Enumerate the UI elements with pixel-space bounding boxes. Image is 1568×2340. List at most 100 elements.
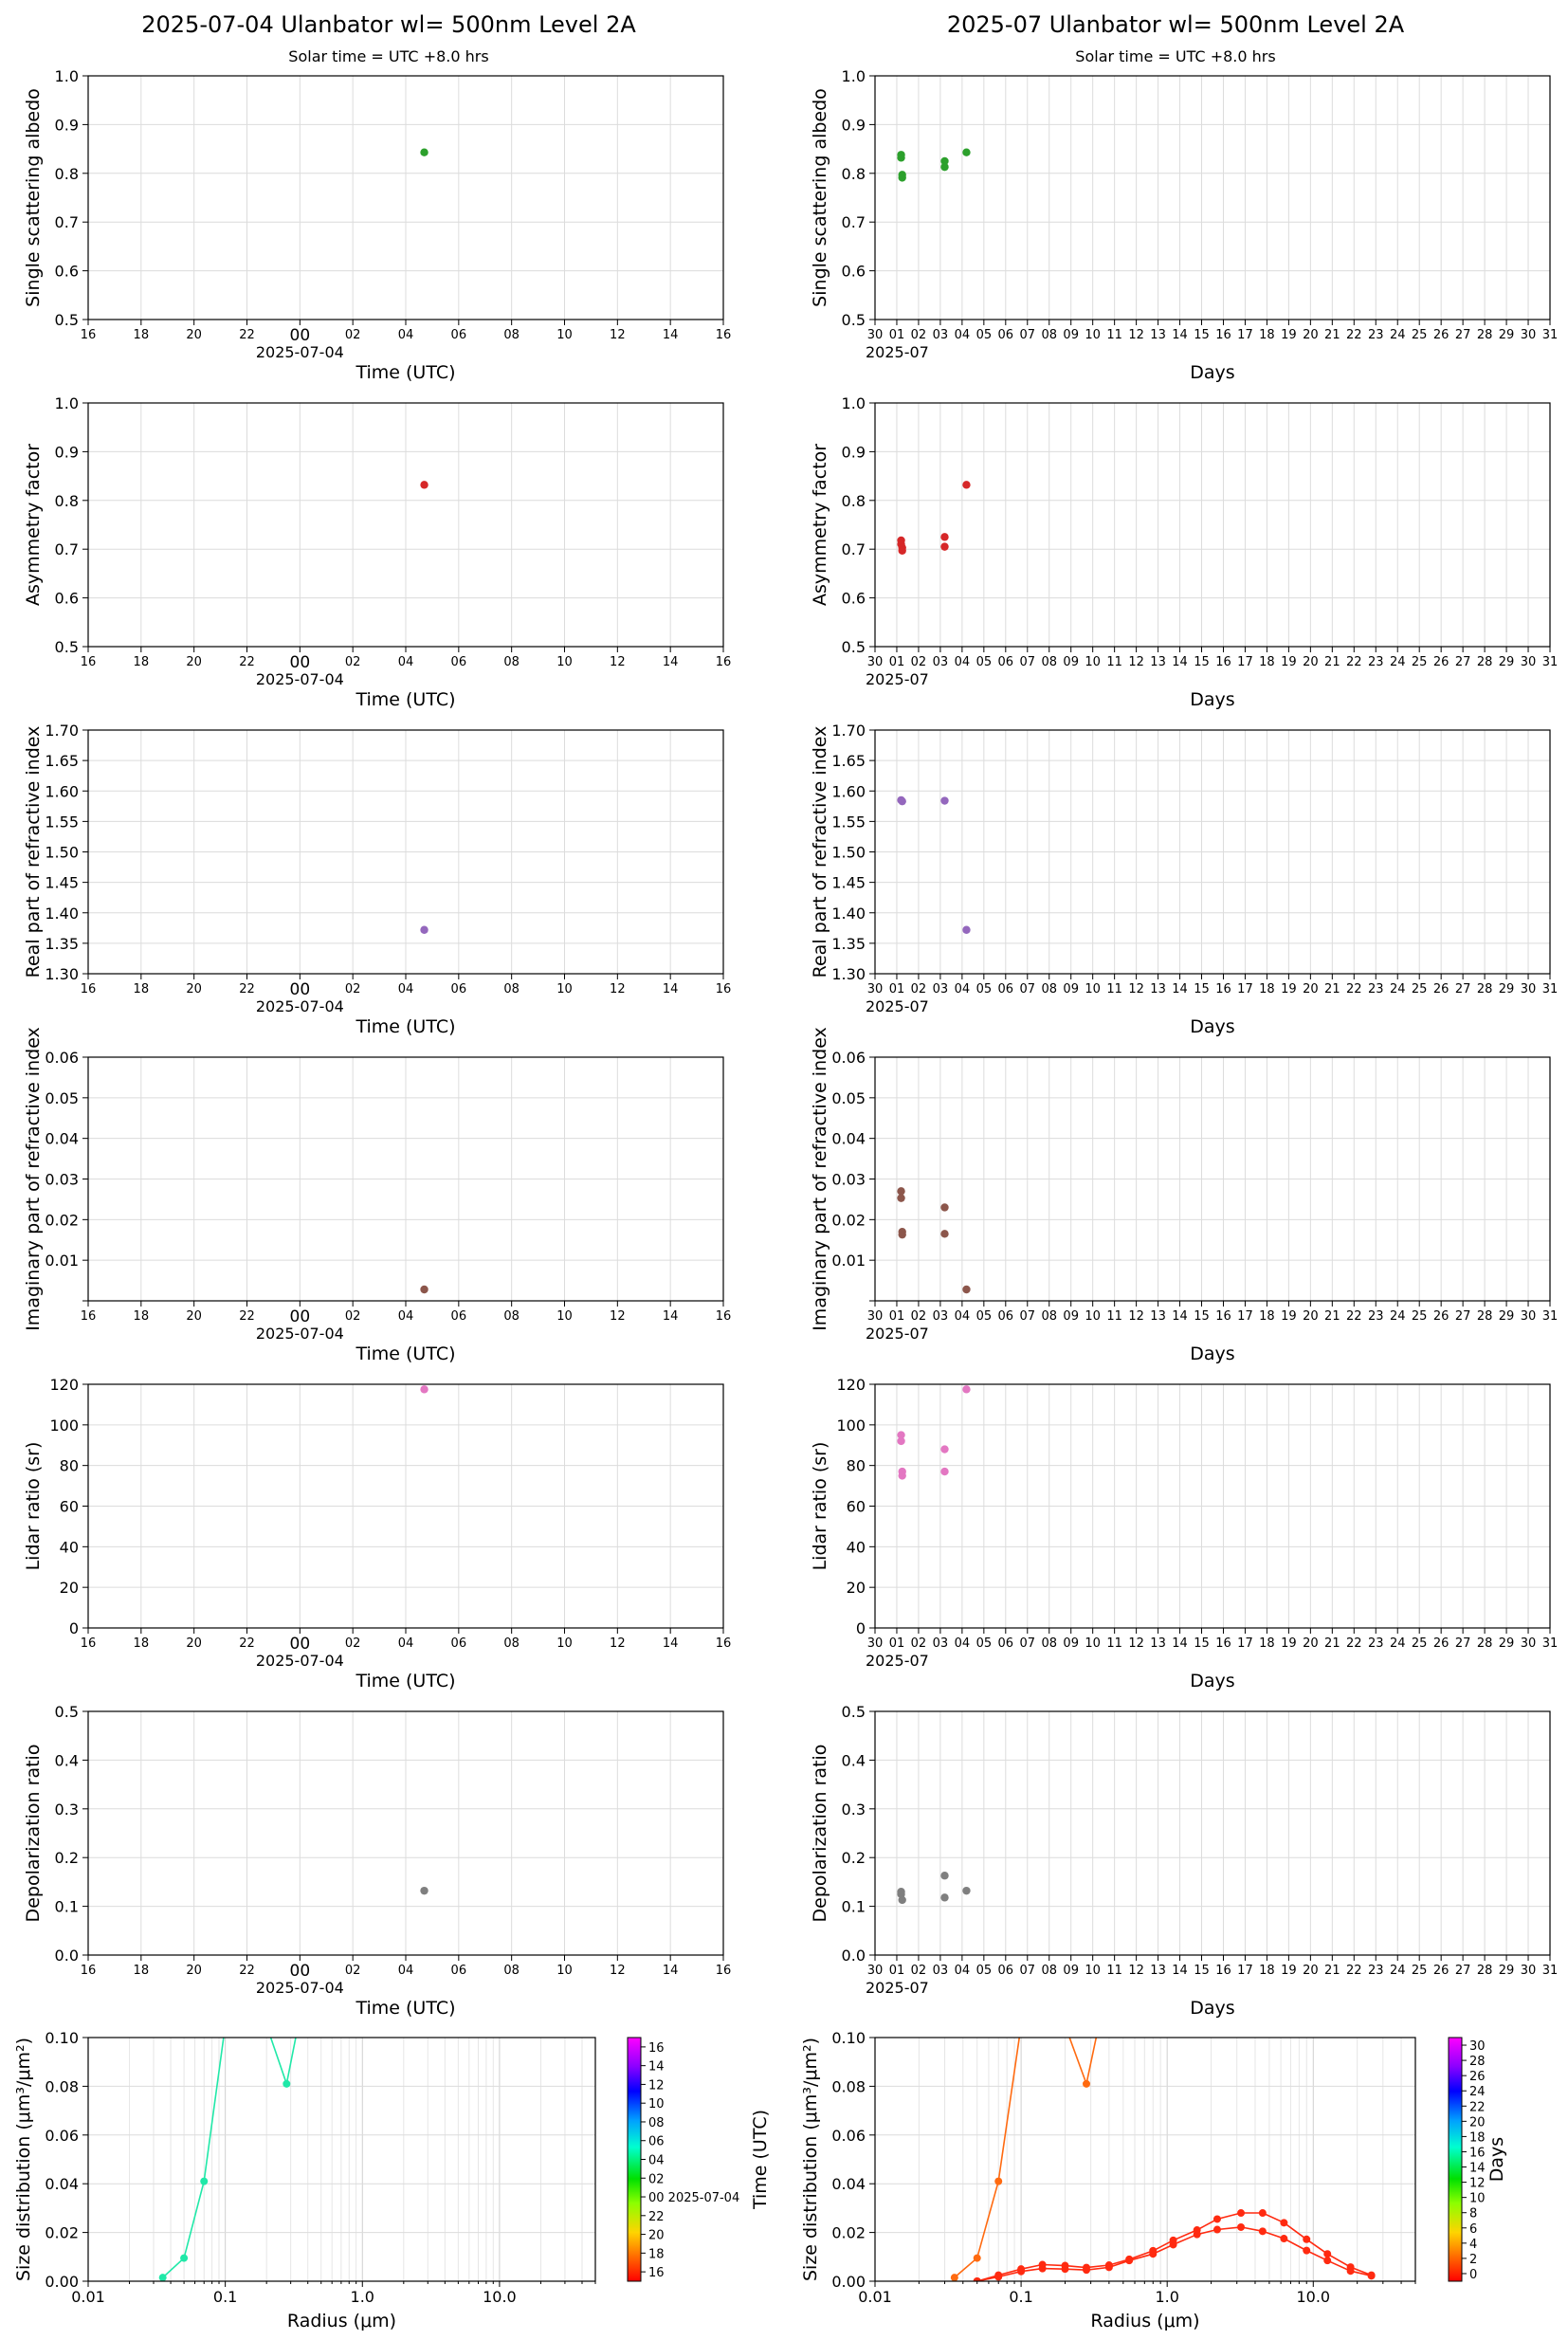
x-tick-label: 15 (1194, 1636, 1210, 1651)
x-tick-label: 16 (716, 328, 732, 342)
data-point (1367, 2272, 1376, 2280)
x-tick-label: 04 (955, 1636, 971, 1651)
y-tick-label: 1.70 (45, 722, 79, 740)
x-tick-label: 09 (1063, 655, 1079, 669)
x-tick-label: 08 (1041, 328, 1057, 342)
data-point (897, 1187, 905, 1196)
colorbar-tick-label: 2 (1469, 2253, 1477, 2267)
data-point (940, 796, 949, 805)
asym-day-panel: 16 18 20 22 00 02 04 06 08 10 12 14 160.50.60.70.80.… (23, 394, 731, 710)
x-tick-label: 16 (1215, 1636, 1231, 1651)
y-tick-label: 100 (49, 1417, 79, 1435)
x-tick-label: 25 (1412, 1309, 1428, 1324)
x-tick-label: 20 (1303, 328, 1319, 342)
y-axis-label: Asymmetry factor (23, 444, 44, 606)
x-tick-label: 08 (503, 655, 520, 669)
plot-frame (874, 75, 1551, 320)
x-tick-label: 15 (1194, 1309, 1210, 1324)
x-tick-label: 31 (1542, 655, 1559, 669)
y-axis-label: Depolarization ratio (810, 1745, 830, 1923)
x-tick-label: 14 (1172, 328, 1188, 342)
x-tick-label: 08 (503, 982, 520, 996)
x-tick-label: 06 (998, 328, 1014, 342)
y-tick-label: 20 (60, 1579, 79, 1597)
data-point (940, 1445, 949, 1453)
x-tick-label: 07 (1020, 328, 1036, 342)
x-tick-label: 12 (1128, 328, 1144, 342)
colorbar-tick-label: 12 (1469, 2177, 1486, 2191)
x-tick-label: 00 (290, 1635, 311, 1654)
x-tick-label: 15 (1194, 328, 1210, 342)
x-tick-label: 12 (610, 1636, 626, 1651)
data-point (973, 2254, 981, 2262)
x-tick-label: 0.01 (71, 2288, 105, 2306)
plot-frame (87, 1383, 724, 1629)
data-point (962, 1385, 971, 1394)
x-tick-label: 02 (911, 982, 927, 996)
x-tick-label: 21 (1324, 982, 1340, 996)
x-tick-label: 09 (1063, 982, 1079, 996)
data-point (1258, 2227, 1267, 2236)
x-tick-label: 12 (610, 1964, 626, 1978)
y-tick-label: 0.7 (842, 540, 866, 558)
y-tick-label: 0.05 (45, 1089, 79, 1107)
x-tick-label: 07 (1020, 655, 1036, 669)
y-tick-label: 0.4 (55, 1751, 79, 1769)
data-point (940, 162, 949, 172)
x-tick-label: 11 (1106, 1636, 1122, 1651)
x-tick-label: 16 (716, 1309, 732, 1324)
y-tick-label: 100 (836, 1417, 866, 1435)
y-tick-label: 0.5 (842, 638, 866, 656)
x-tick-label: 16 (81, 1964, 97, 1978)
y-tick-label: 0.8 (55, 165, 79, 183)
x-tick-label: 02 (345, 1636, 361, 1651)
x-axis-label: Days (1190, 1016, 1234, 1037)
x-tick-label: 04 (955, 655, 971, 669)
x-tick-label: 22 (239, 1309, 255, 1324)
y-tick-label: 0 (856, 1619, 866, 1637)
plot-frame (874, 1056, 1551, 1302)
date-label: 2025-07 (866, 343, 929, 361)
y-tick-label: 0.7 (55, 213, 79, 231)
x-tick-label: 08 (1041, 1964, 1057, 1978)
y-tick-label: 1.65 (831, 752, 866, 770)
colorbar-tick-label: 20 (1469, 2115, 1486, 2130)
y-tick-label: 0.10 (831, 2029, 866, 2047)
y-tick-label: 1.0 (55, 67, 79, 85)
plot-frame (87, 1710, 724, 1956)
y-tick-label: 0.04 (45, 1130, 79, 1148)
plot-frame (87, 2037, 596, 2282)
x-tick-label: 16 (81, 1636, 97, 1651)
date-label: 2025-07 (866, 997, 929, 1015)
x-tick-label: 10 (1085, 655, 1101, 669)
x-tick-label: 20 (1303, 982, 1319, 996)
x-tick-label: 19 (1281, 1309, 1297, 1324)
x-tick-label: 18 (134, 1964, 150, 1978)
nimag-month-panel: 30 01 02 03 04 05 06 07 08 09 10 11 12 13 14 15 16 17 18 19… (810, 1027, 1558, 1364)
x-tick-label: 24 (1390, 655, 1406, 669)
x-tick-label: 13 (1150, 655, 1166, 669)
data-point (1303, 2235, 1311, 2243)
x-tick-label: 18 (134, 1636, 150, 1651)
x-tick-label: 20 (186, 1636, 202, 1651)
colorbar-tick-label: 30 (1469, 2039, 1486, 2054)
x-tick-label: 14 (1172, 1964, 1188, 1978)
x-tick-label: 08 (503, 1636, 520, 1651)
x-tick-label: 28 (1477, 1636, 1493, 1651)
x-tick-label: 24 (1390, 328, 1406, 342)
colorbar-tick-label: 8 (1469, 2207, 1477, 2221)
x-tick-label: 09 (1063, 328, 1079, 342)
x-tick-label: 19 (1281, 1964, 1297, 1978)
y-tick-label: 1.45 (831, 874, 866, 892)
x-tick-label: 02 (345, 982, 361, 996)
x-tick-label: 31 (1542, 1636, 1559, 1651)
x-tick-label: 03 (933, 1964, 949, 1978)
y-axis-label: Imaginary part of refractive index (810, 1027, 830, 1331)
plot-frame (87, 75, 724, 320)
x-tick-label: 11 (1106, 1309, 1122, 1324)
y-tick-label: 1.70 (831, 722, 866, 740)
x-tick-label: 16 (81, 982, 97, 996)
x-tick-label: 05 (976, 655, 993, 669)
x-tick-label: 16 (1215, 982, 1231, 996)
